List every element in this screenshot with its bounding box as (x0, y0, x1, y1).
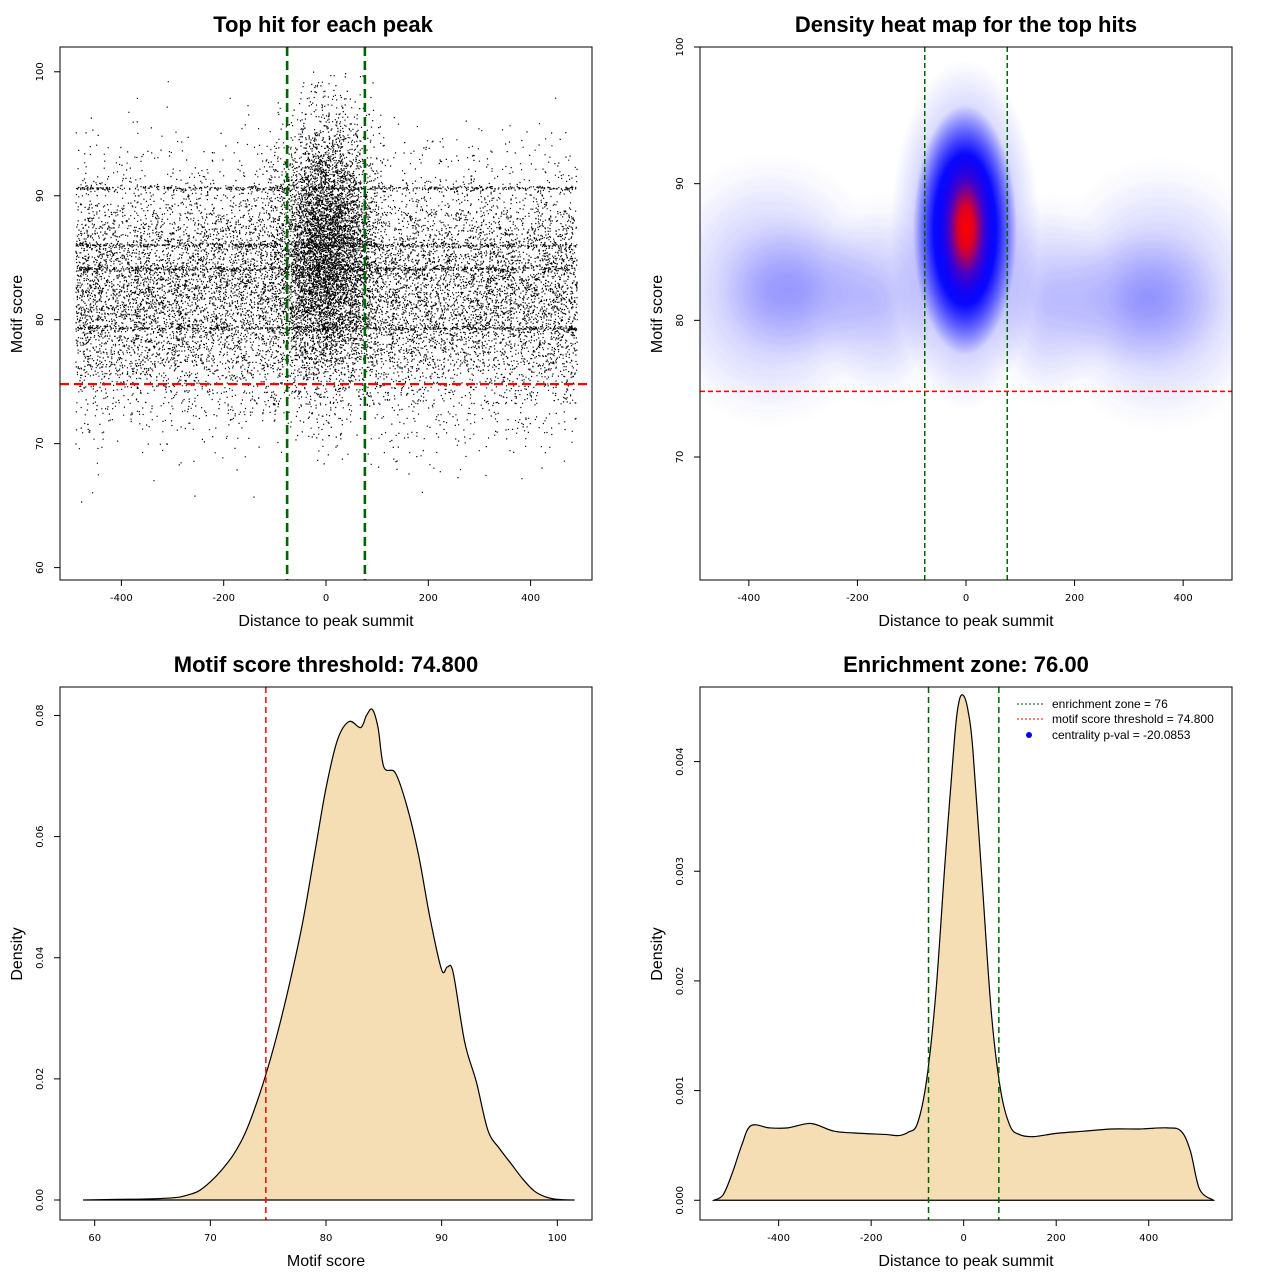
heatmap-xlabel: Distance to peak summit (878, 613, 1054, 630)
score-density-x-tick-label: 70 (204, 1233, 217, 1244)
score-density-x-tick-label: 60 (88, 1233, 101, 1244)
scatter-reference-lines (60, 47, 592, 580)
score-density-x-tick-label: 100 (548, 1233, 567, 1244)
score-density-ylabel: Density (9, 927, 26, 980)
score-density-y-tick-label: 0.00 (35, 1189, 46, 1211)
heatmap-title: Density heat map for the top hits (795, 12, 1137, 37)
scatter-x-tick-label: 200 (419, 593, 438, 604)
heatmap-ylabel: Motif score (649, 275, 666, 353)
scatter-y-tick-label: 90 (35, 189, 46, 202)
scatter-x-tick-label: -200 (212, 593, 235, 604)
legend-pval-dot (1026, 732, 1032, 738)
scatter-points (75, 71, 578, 503)
heatmap-hotspot (936, 146, 996, 310)
distance-density-x-tick-label: 0 (960, 1233, 966, 1244)
distance-density-x-tick-label: -200 (860, 1233, 883, 1244)
distance-density-y-tick-label: 0.004 (675, 747, 686, 776)
distance-density-y-tick-label: 0.003 (675, 857, 686, 886)
heatmap-x-tick-label: 200 (1065, 593, 1084, 604)
score-density-xlabel: Motif score (287, 1253, 365, 1270)
distance-density-reference-lines (927, 687, 1000, 1220)
score-density-y-tick-label: 0.06 (35, 825, 46, 847)
distance-density-x-tick-label: 400 (1139, 1233, 1158, 1244)
distance-density-panel: Enrichment zone: 76.00 Distance to peak … (649, 652, 1233, 1270)
scatter-y-tick-label: 70 (35, 437, 46, 450)
scatter-x-tick-label: 400 (521, 593, 540, 604)
scatter-y-tick-label: 100 (35, 62, 46, 81)
heatmap-x-tick-label: -200 (846, 593, 869, 604)
heatmap-y-tick-label: 90 (675, 177, 686, 190)
distance-density-x-tick-label: 200 (1047, 1233, 1066, 1244)
score-density-x-tick-label: 80 (320, 1233, 333, 1244)
score-density-x-tick-label: 90 (435, 1233, 448, 1244)
scatter-x-tick-label: 0 (323, 593, 329, 604)
distance-density-y-tick-label: 0.002 (675, 967, 686, 996)
scatter-plot-frame (59, 46, 593, 581)
heatmap-panel: Density heat map for the top hits Distan… (649, 12, 1233, 630)
scatter-title: Top hit for each peak (213, 12, 433, 37)
score-density-y-tick-label: 0.04 (35, 947, 46, 969)
scatter-x-tick-label: -400 (110, 593, 133, 604)
distance-density-ylabel: Density (649, 927, 666, 980)
distance-density-title: Enrichment zone: 76.00 (843, 652, 1089, 677)
score-density-y-tick-label: 0.08 (35, 704, 46, 726)
scatter-point-cloud (75, 71, 578, 503)
scatter-y-tick-label: 80 (35, 313, 46, 326)
scatter-ylabel: Motif score (9, 275, 26, 353)
scatter-y-tick-label: 60 (35, 561, 46, 574)
score-density-title: Motif score threshold: 74.800 (174, 652, 478, 677)
distance-density-xlabel: Distance to peak summit (878, 1253, 1054, 1270)
distance-density-x-tick-label: -400 (767, 1233, 790, 1244)
heatmap-y-tick-label: 80 (675, 314, 686, 327)
distance-density-plot-frame (699, 686, 1233, 1221)
score-density-plot-frame (59, 686, 593, 1221)
legend: enrichment zone = 76 motif score thresho… (1017, 697, 1214, 742)
score-density-panel: Motif score threshold: 74.800 Motif scor… (9, 652, 593, 1270)
heatmap-density (700, 60, 1232, 425)
distance-density-y-tick-label: 0.000 (675, 1186, 686, 1215)
scatter-xlabel: Distance to peak summit (238, 613, 414, 630)
heatmap-x-tick-label: 0 (963, 593, 969, 604)
distance-density-y-tick-label: 0.001 (675, 1076, 686, 1105)
heatmap-x-tick-label: 400 (1174, 593, 1193, 604)
scatter-panel: Top hit for each peak Distance to peak s… (9, 12, 593, 630)
heatmap-y-tick-label: 100 (675, 37, 686, 56)
legend-threshold-label: motif score threshold = 74.800 (1052, 712, 1214, 726)
legend-pval-label: centrality p-val = -20.0853 (1052, 728, 1191, 742)
score-density-curve (83, 708, 575, 1201)
heatmap-reference-lines (700, 47, 1232, 580)
score-density-y-tick-label: 0.02 (35, 1068, 46, 1090)
heatmap-x-tick-label: -400 (738, 593, 761, 604)
heatmap-plot-frame (699, 46, 1233, 581)
heatmap-y-tick-label: 70 (675, 451, 686, 464)
distance-density-curve (711, 694, 1216, 1201)
legend-zone-label: enrichment zone = 76 (1052, 697, 1168, 711)
